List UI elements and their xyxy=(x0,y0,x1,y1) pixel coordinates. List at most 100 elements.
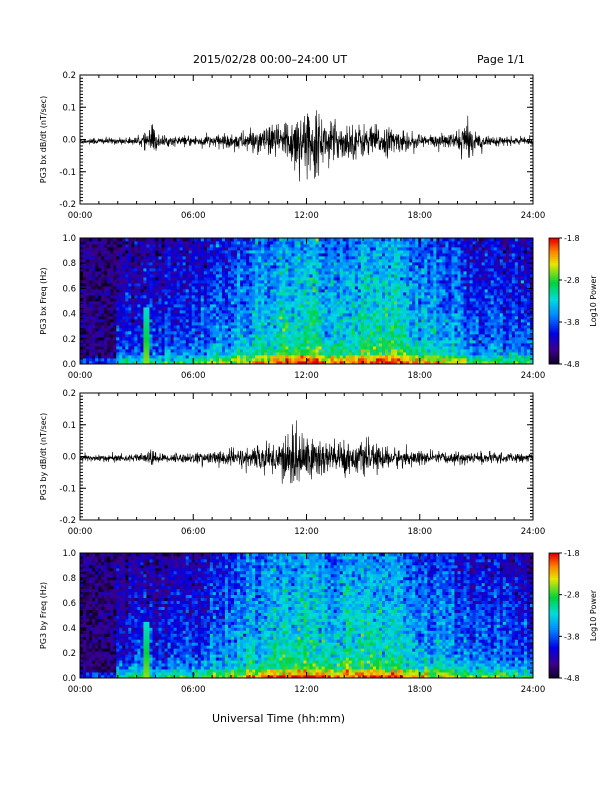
spectrogram-cell xyxy=(406,295,410,299)
spectrogram-cell xyxy=(415,358,419,362)
spectrogram-cell xyxy=(285,250,289,254)
spectrogram-cell xyxy=(146,352,150,356)
spectrogram-cell xyxy=(300,253,304,257)
spectrogram-cell xyxy=(306,358,310,362)
spectrogram-cell xyxy=(330,349,335,353)
spectrogram-cell xyxy=(309,277,313,281)
spectrogram-cell xyxy=(394,271,398,275)
spectrogram-cell xyxy=(400,349,404,353)
spectrogram-cell xyxy=(203,280,208,284)
spectrogram-cell xyxy=(351,271,356,275)
spectrogram-cell xyxy=(357,277,362,281)
spectrogram-cell xyxy=(246,319,250,323)
spectrogram-cell xyxy=(388,247,392,251)
spectrogram-cell xyxy=(348,343,353,347)
spectrogram-cell xyxy=(119,274,123,278)
spectrogram-cell xyxy=(252,310,256,314)
spectrogram-cell xyxy=(194,301,199,305)
spectrogram-cell xyxy=(273,241,277,245)
spectrogram-cell xyxy=(155,346,159,350)
spectrogram-cell xyxy=(303,259,307,263)
spectrogram-cell xyxy=(306,361,310,365)
spectrogram-cell xyxy=(107,256,111,260)
spectrogram-cell xyxy=(209,292,214,296)
spectrogram-cell xyxy=(146,349,150,353)
spectrogram-cell xyxy=(164,250,168,254)
spectrogram-cell xyxy=(209,298,214,302)
spectrogram-cell xyxy=(330,334,335,338)
spectrogram-cell xyxy=(227,346,232,350)
spectrogram-cell xyxy=(348,346,353,350)
spectrogram-cell xyxy=(240,355,244,359)
spectrogram-cell xyxy=(385,304,389,308)
spectrogram-cell xyxy=(131,265,135,269)
spectrogram-cell xyxy=(125,250,129,254)
spectrogram-cell xyxy=(146,337,150,341)
spectrogram-cell xyxy=(224,334,229,338)
spectrogram-cell xyxy=(86,361,90,365)
spectrogram-cell xyxy=(252,337,256,341)
spectrogram-cell xyxy=(167,334,171,338)
spectrogram-cell xyxy=(249,289,253,293)
spectrogram-cell xyxy=(234,256,238,260)
spectrogram-cell xyxy=(273,319,277,323)
spectrogram-cell xyxy=(255,289,259,293)
spectrogram-cell xyxy=(200,280,205,284)
spectrogram-cell xyxy=(203,295,208,299)
spectrogram-cell xyxy=(134,361,138,365)
spectrogram-cell xyxy=(249,337,253,341)
spectrogram-cell xyxy=(194,295,199,299)
spectrogram-cell xyxy=(215,307,220,311)
spectrogram-cell xyxy=(312,352,316,356)
spectrogram-cell xyxy=(285,238,289,242)
spectrogram-cell xyxy=(409,310,413,314)
spectrogram-cell xyxy=(134,256,138,260)
spectrogram-cell xyxy=(143,298,147,302)
spectrogram-cell xyxy=(276,343,280,347)
spectrogram-cell xyxy=(375,343,380,347)
spectrogram-cell xyxy=(412,253,416,257)
spectrogram-cell xyxy=(282,256,286,260)
spectrogram-cell xyxy=(101,331,105,335)
spectrogram-cell xyxy=(104,250,108,254)
spectrogram-cell xyxy=(149,268,153,272)
spectrogram-cell xyxy=(415,340,419,344)
spectrogram-cell xyxy=(155,250,159,254)
spectrogram-cell xyxy=(406,274,410,278)
spectrogram-cell xyxy=(98,286,102,290)
spectrogram-cell xyxy=(279,256,283,260)
spectrogram-cell xyxy=(324,274,329,278)
spectrogram-cell xyxy=(92,253,96,257)
spectrogram-cell xyxy=(424,325,428,329)
spectrogram-cell xyxy=(158,247,162,251)
spectrogram-cell xyxy=(318,274,322,278)
spectrogram-cell xyxy=(134,316,138,320)
spectrogram-cell xyxy=(119,253,123,257)
spectrogram-cell xyxy=(152,253,156,257)
spectrogram-cell xyxy=(203,349,208,353)
spectrogram-cell xyxy=(146,271,150,275)
spectrogram-cell xyxy=(357,292,362,296)
spectrogram-cell xyxy=(366,280,371,284)
spectrogram-cell xyxy=(170,349,175,353)
spectrogram-cell xyxy=(104,343,108,347)
spectrogram-cell xyxy=(400,268,404,272)
spectrogram-cell xyxy=(194,241,199,245)
spectrogram-cell xyxy=(333,238,338,242)
spectrogram-cell xyxy=(285,274,289,278)
spectrogram-cell xyxy=(215,277,220,281)
spectrogram-cell xyxy=(113,337,117,341)
spectrogram-cell xyxy=(155,304,159,308)
spectrogram-cell xyxy=(176,328,181,332)
spectrogram-cell xyxy=(203,262,208,266)
spectrogram-cell xyxy=(294,298,298,302)
spectrogram-cell xyxy=(427,346,431,350)
spectrogram-cell xyxy=(110,265,114,269)
spectrogram-cell xyxy=(234,310,238,314)
spectrogram-cell xyxy=(312,331,316,335)
spectrogram-cell xyxy=(243,292,247,296)
spectrogram-cell xyxy=(424,283,428,287)
spectrogram-cell xyxy=(330,310,335,314)
spectrogram-cell xyxy=(212,301,217,305)
spectrogram-cell xyxy=(336,286,341,290)
